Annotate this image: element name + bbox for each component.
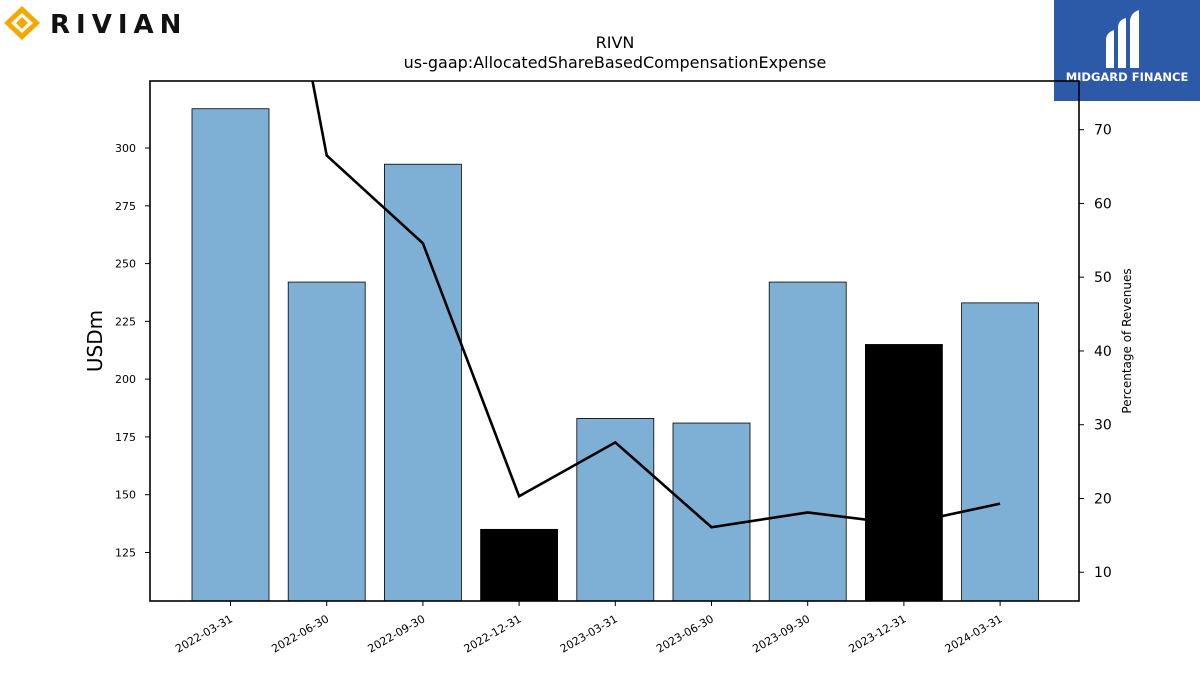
y2-tick-label: 70 xyxy=(1094,123,1112,139)
bar-2023-06-30 xyxy=(672,422,751,602)
y-tick-label: 175 xyxy=(115,431,136,444)
bar-2023-12-31 xyxy=(865,344,943,602)
chart-subtitle: us-gaap:AllocatedShareBasedCompensationE… xyxy=(404,53,827,72)
plot-frame xyxy=(149,80,1080,602)
midgard-logo-text: MIDGARD FINANCE xyxy=(1066,70,1189,84)
x-tick-label: 2024-03-31 xyxy=(943,612,1005,655)
x-tick-label: 2023-12-31 xyxy=(847,612,909,655)
bar-2022-09-30 xyxy=(383,163,462,602)
y2-tick-label: 60 xyxy=(1094,196,1112,212)
percentage-line xyxy=(311,81,1001,529)
bar-2023-09-30 xyxy=(768,281,847,602)
y-tick-label: 150 xyxy=(115,489,136,502)
y-tick-label: 200 xyxy=(115,373,136,386)
y2-tick-label: 30 xyxy=(1094,418,1112,434)
bar-2024-03-31 xyxy=(961,302,1039,602)
bar-2023-03-31 xyxy=(576,418,655,602)
left-axis: 125 150 175 200 225 250 275 300 xyxy=(115,142,150,559)
x-tick-label: 2023-06-30 xyxy=(654,612,716,655)
x-tick-label: 2023-03-31 xyxy=(558,612,620,655)
x-tick-label: 2023-09-30 xyxy=(750,612,812,655)
x-tick-label: 2022-12-31 xyxy=(462,612,524,655)
chart-title: RIVN xyxy=(596,33,635,52)
y2-tick-label: 50 xyxy=(1094,270,1112,286)
y2-axis-label: Percentage of Revenues xyxy=(1120,268,1134,413)
x-tick-label: 2022-06-30 xyxy=(269,612,331,655)
bar-2022-12-31 xyxy=(480,528,559,602)
midgard-finance-mark: MIDGARD FINANCE xyxy=(1066,10,1189,84)
y-tick-label: 275 xyxy=(115,200,136,213)
y-tick-label: 225 xyxy=(115,315,136,328)
rivian-logo-text: RIVIAN xyxy=(50,10,187,40)
x-axis: 2022-03-31 2022-06-30 2022-09-30 2022-12-31… xyxy=(173,601,1005,656)
bar-2022-03-31 xyxy=(191,108,270,602)
y2-tick-label: 20 xyxy=(1094,491,1112,507)
x-tick-label: 2022-09-30 xyxy=(366,612,428,655)
bars-group xyxy=(191,108,1039,602)
y2-tick-label: 40 xyxy=(1094,344,1112,360)
bar-2022-06-30 xyxy=(287,281,366,602)
y-tick-label: 300 xyxy=(115,142,136,155)
rivian-logo: RIVIAN xyxy=(4,6,187,40)
x-tick-label: 2022-03-31 xyxy=(173,612,235,655)
rivian-diamond-icon xyxy=(4,6,40,40)
right-axis: 10 20 30 40 50 60 70 xyxy=(1079,123,1112,581)
y-tick-label: 125 xyxy=(115,546,136,559)
midgard-emblem-icon xyxy=(1106,10,1139,68)
y2-tick-label: 10 xyxy=(1094,565,1112,581)
y-axis-label: USDm xyxy=(83,310,107,372)
y-tick-label: 250 xyxy=(115,258,136,271)
line-group xyxy=(311,81,1001,529)
